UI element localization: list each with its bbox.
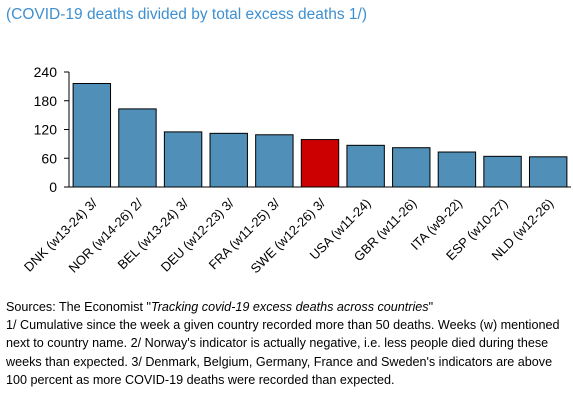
chart-notes: Sources: The Economist "Tracking covid-1…	[6, 298, 569, 389]
source-prefix: Sources: The Economist "	[6, 300, 151, 314]
source-line: Sources: The Economist "Tracking covid-1…	[6, 298, 569, 316]
bar	[483, 155, 522, 188]
source-suffix: "	[428, 300, 434, 314]
bar	[163, 131, 203, 188]
bar	[392, 147, 431, 188]
footnote: 1/ Cumulative since the week a given cou…	[6, 318, 560, 387]
bar	[437, 151, 477, 188]
y-tick-label: 240	[34, 64, 58, 80]
bar	[72, 83, 112, 188]
bar	[255, 134, 294, 188]
bar	[118, 108, 157, 188]
y-tick-label: 180	[34, 93, 58, 109]
bar	[209, 132, 248, 188]
bar	[346, 144, 385, 188]
y-tick-label: 0	[49, 179, 57, 195]
y-tick-label: 60	[41, 150, 57, 166]
y-tick-label: 120	[34, 122, 58, 138]
chart-subtitle: (COVID-19 deaths divided by total excess…	[6, 6, 367, 23]
source-title: Tracking covid-19 excess deaths across c…	[150, 300, 429, 314]
bar	[300, 139, 340, 188]
bar	[528, 156, 568, 188]
